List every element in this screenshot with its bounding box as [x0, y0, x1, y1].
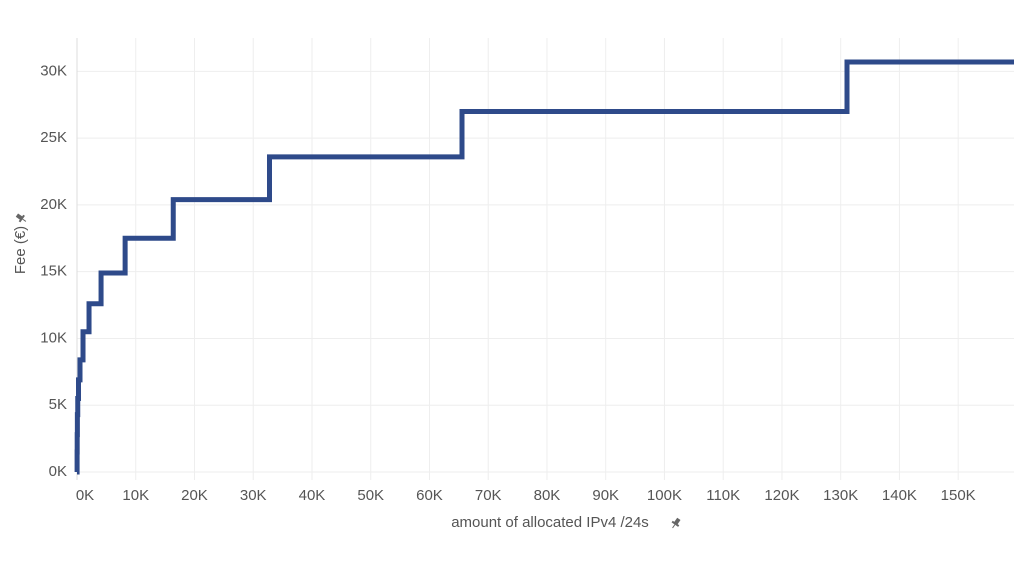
y-axis-title: Fee (€) — [12, 226, 29, 274]
x-tick-label: 110K — [706, 487, 740, 504]
y-tick-label: 30K — [40, 62, 67, 79]
y-tick-label: 25K — [40, 129, 67, 146]
x-axis-title: amount of allocated IPv4 /24s — [451, 514, 649, 531]
x-tick-label: 140K — [882, 487, 917, 504]
x-tick-label: 30K — [240, 487, 267, 504]
x-tick-label: 60K — [416, 487, 443, 504]
x-tick-label: 150K — [941, 487, 976, 504]
y-pin-icon — [15, 213, 27, 223]
y-tick-label: 15K — [40, 263, 67, 280]
x-tick-label: 90K — [592, 487, 619, 504]
x-tick-label: 100K — [647, 487, 682, 504]
x-tick-label: 20K — [181, 487, 208, 504]
y-tick-label: 5K — [49, 396, 67, 413]
x-tick-label: 50K — [357, 487, 384, 504]
x-tick-label: 80K — [534, 487, 561, 504]
x-tick-label: 70K — [475, 487, 502, 504]
x-tick-label: 0K — [76, 487, 94, 504]
y-tick-label: 0K — [49, 463, 67, 480]
y-tick-label: 10K — [40, 329, 67, 346]
data-line — [74, 59, 1014, 475]
x-tick-label: 120K — [764, 487, 799, 504]
x-tick-label: 130K — [823, 487, 858, 504]
x-pin-icon — [671, 517, 681, 529]
y-tick-label: 20K — [40, 196, 67, 213]
x-tick-label: 40K — [299, 487, 326, 504]
x-tick-label: 10K — [122, 487, 149, 504]
